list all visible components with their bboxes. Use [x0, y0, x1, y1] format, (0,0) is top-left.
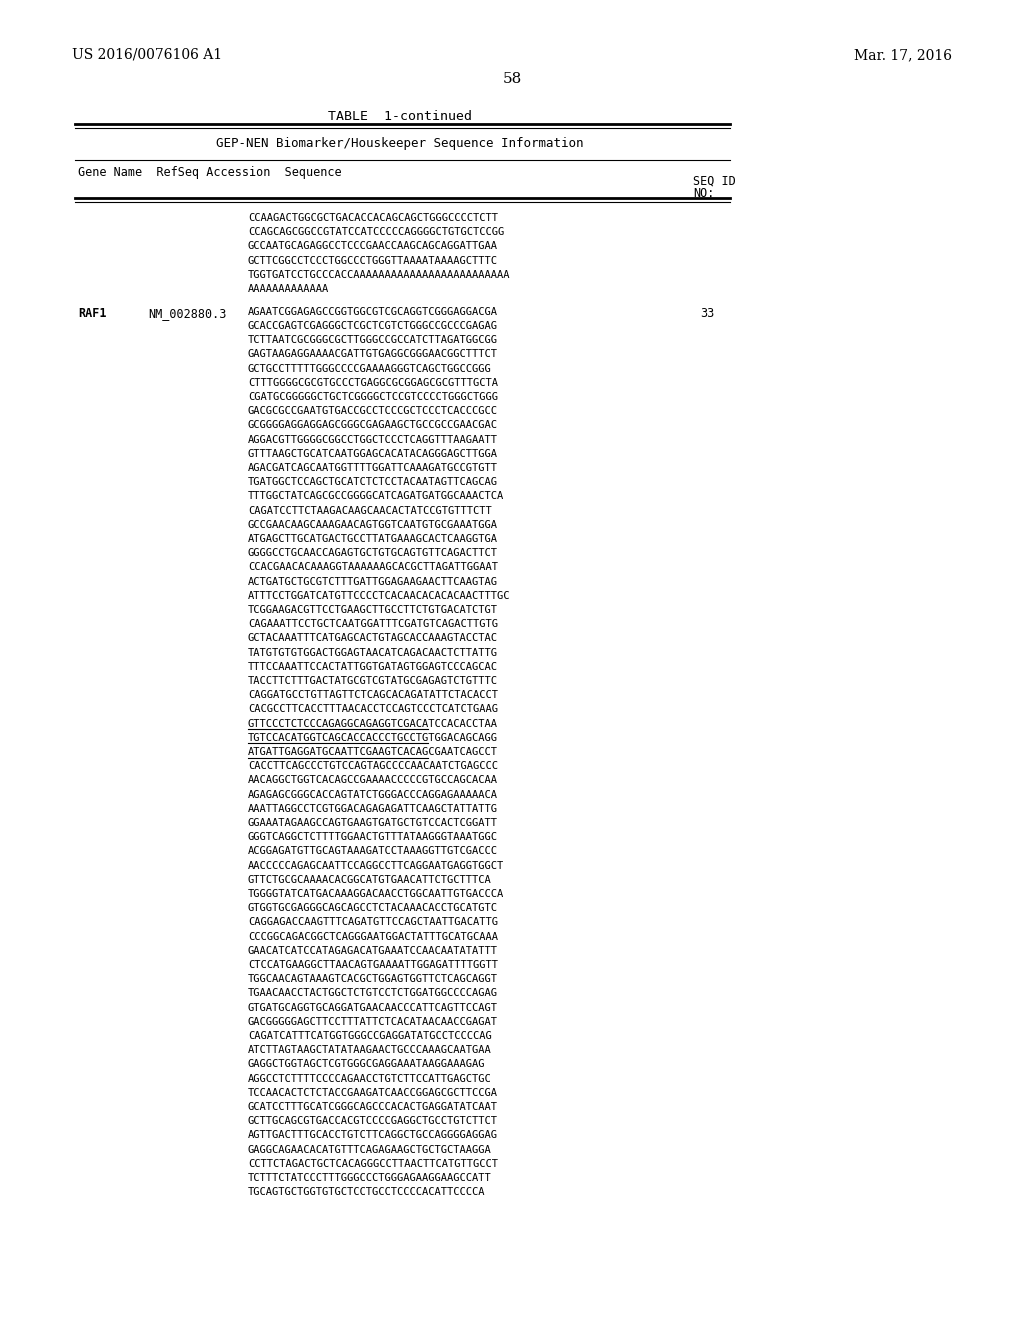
- Text: AGGCCTCTTTTCCCCAGAACCTGTCTTCCATTGAGCTGC: AGGCCTCTTTTCCCCAGAACCTGTCTTCCATTGAGCTGC: [248, 1073, 492, 1084]
- Text: Gene Name  RefSeq Accession  Sequence: Gene Name RefSeq Accession Sequence: [78, 166, 342, 180]
- Text: TCGGAAGACGTTCCTGAAGCTTGCCTTCTGTGACATCTGT: TCGGAAGACGTTCCTGAAGCTTGCCTTCTGTGACATCTGT: [248, 605, 498, 615]
- Text: TGCAGTGCTGGTGTGCTCCTGCCTCCCCACATTCCCCA: TGCAGTGCTGGTGTGCTCCTGCCTCCCCACATTCCCCA: [248, 1187, 485, 1197]
- Text: CACCTTCAGCCCTGTCCAGTAGCCCCAACAATCTGAGCCC: CACCTTCAGCCCTGTCCAGTAGCCCCAACAATCTGAGCCC: [248, 762, 498, 771]
- Text: GGAAATAGAAGCCAGTGAAGTGATGCTGTCCACTCGGATT: GGAAATAGAAGCCAGTGAAGTGATGCTGTCCACTCGGATT: [248, 818, 498, 828]
- Text: SEQ ID: SEQ ID: [693, 176, 736, 187]
- Text: GAACATCATCCATAGAGACATGAAATCCAACAATATATTT: GAACATCATCCATAGAGACATGAAATCCAACAATATATTT: [248, 945, 498, 956]
- Text: TACCTTCTTTGACTATGCGTCGTATGCGAGAGTCTGTTTC: TACCTTCTTTGACTATGCGTCGTATGCGAGAGTCTGTTTC: [248, 676, 498, 686]
- Text: ACGGAGATGTTGCAGTAAAGATCCTAAAGGTTGTCGACCC: ACGGAGATGTTGCAGTAAAGATCCTAAAGGTTGTCGACCC: [248, 846, 498, 857]
- Text: TGAACAACCTACTGGCTCTGTCCTCTGGATGGCCCCAGAG: TGAACAACCTACTGGCTCTGTCCTCTGGATGGCCCCAGAG: [248, 989, 498, 998]
- Text: GCCGAACAAGCAAAGAACAGTGGTCAATGTGCGAAATGGA: GCCGAACAAGCAAAGAACAGTGGTCAATGTGCGAAATGGA: [248, 520, 498, 529]
- Text: CAGGAGACCAAGTTTCAGATGTTCCAGCTAATTGACATTG: CAGGAGACCAAGTTTCAGATGTTCCAGCTAATTGACATTG: [248, 917, 498, 928]
- Text: AACAGGCTGGTCACAGCCGAAAACCCCCGTGCCAGCACAA: AACAGGCTGGTCACAGCCGAAAACCCCCGTGCCAGCACAA: [248, 775, 498, 785]
- Text: TGGTGATCCTGCCCACCAAAAAAAAAAAAAAAAAAAAAAAAA: TGGTGATCCTGCCCACCAAAAAAAAAAAAAAAAAAAAAAA…: [248, 269, 511, 280]
- Text: NM_002880.3: NM_002880.3: [148, 306, 226, 319]
- Text: TCTTAATCGCGGGCGCTTGGGCCGCCATCTTAGATGGCGG: TCTTAATCGCGGGCGCTTGGGCCGCCATCTTAGATGGCGG: [248, 335, 498, 345]
- Text: Mar. 17, 2016: Mar. 17, 2016: [854, 48, 952, 62]
- Text: AGACGATCAGCAATGGTTTTGGATTCAAAGATGCCGTGTT: AGACGATCAGCAATGGTTTTGGATTCAAAGATGCCGTGTT: [248, 463, 498, 473]
- Text: TGATGGCTCCAGCTGCATCTCTCCTACAATAGTTCAGCAG: TGATGGCTCCAGCTGCATCTCTCCTACAATAGTTCAGCAG: [248, 477, 498, 487]
- Text: CAGAAATTCCTGCTCAATGGATTTCGATGTCAGACTTGTG: CAGAAATTCCTGCTCAATGGATTTCGATGTCAGACTTGTG: [248, 619, 498, 630]
- Text: CCAAGACTGGCGCTGACACCACAGCAGCTGGGCCCCTCTT: CCAAGACTGGCGCTGACACCACAGCAGCTGGGCCCCTCTT: [248, 213, 498, 223]
- Text: CAGATCATTTCATGGTGGGCCGAGGATATGCCTCCCCAG: CAGATCATTTCATGGTGGGCCGAGGATATGCCTCCCCAG: [248, 1031, 492, 1041]
- Text: GCACCGAGTCGAGGGCTCGCTCGTCTGGGCCGCCCGAGAG: GCACCGAGTCGAGGGCTCGCTCGTCTGGGCCGCCCGAGAG: [248, 321, 498, 331]
- Text: GTTCTGCGCAAAACACGGCATGTGAACATTCTGCTTTCA: GTTCTGCGCAAAACACGGCATGTGAACATTCTGCTTTCA: [248, 875, 492, 884]
- Text: GCTGCCTTTTTGGGCCCCGAAAAGGGTCAGCTGGCCGGG: GCTGCCTTTTTGGGCCCCGAAAAGGGTCAGCTGGCCGGG: [248, 363, 492, 374]
- Text: US 2016/0076106 A1: US 2016/0076106 A1: [72, 48, 222, 62]
- Text: 33: 33: [700, 306, 715, 319]
- Text: GEP-NEN Biomarker/Houskeeper Sequence Information: GEP-NEN Biomarker/Houskeeper Sequence In…: [216, 137, 584, 150]
- Text: GCCAATGCAGAGGCCTCCCGAACCAAGCAGCAGGATTGAA: GCCAATGCAGAGGCCTCCCGAACCAAGCAGCAGGATTGAA: [248, 242, 498, 251]
- Text: AGGACGTTGGGGCGGCCTGGCTCCCTCAGGTTTAAGAATT: AGGACGTTGGGGCGGCCTGGCTCCCTCAGGTTTAAGAATT: [248, 434, 498, 445]
- Text: CTCCATGAAGGCTTAACAGTGAAAATTGGAGATTTTGGTT: CTCCATGAAGGCTTAACAGTGAAAATTGGAGATTTTGGTT: [248, 960, 498, 970]
- Text: TGGCAACAGTAAAGTCACGCTGGAGTGGTTCTCAGCAGGT: TGGCAACAGTAAAGTCACGCTGGAGTGGTTCTCAGCAGGT: [248, 974, 498, 985]
- Text: GGGGCCTGCAACCAGAGTGCTGTGCAGTGTTCAGACTTCT: GGGGCCTGCAACCAGAGTGCTGTGCAGTGTTCAGACTTCT: [248, 548, 498, 558]
- Text: TATGTGTGTGGACTGGAGTAACATCAGACAACTCTTATTG: TATGTGTGTGGACTGGAGTAACATCAGACAACTCTTATTG: [248, 648, 498, 657]
- Text: GGGTCAGGCTCTTTTGGAACTGTTTATAAGGGTAAATGGC: GGGTCAGGCTCTTTTGGAACTGTTTATAAGGGTAAATGGC: [248, 832, 498, 842]
- Text: CACGCCTTCACCTTTAACACCTCCAGTCCCTCATCTGAAG: CACGCCTTCACCTTTAACACCTCCAGTCCCTCATCTGAAG: [248, 705, 498, 714]
- Text: ATGAGCTTGCATGACTGCCTTATGAAAGCACTCAAGGTGA: ATGAGCTTGCATGACTGCCTTATGAAAGCACTCAAGGTGA: [248, 533, 498, 544]
- Text: GCTTGCAGCGTGACCACGTCCCCGAGGCTGCCTGTCTTCT: GCTTGCAGCGTGACCACGTCCCCGAGGCTGCCTGTCTTCT: [248, 1117, 498, 1126]
- Text: CGATGCGGGGGCTGCTCGGGGCTCCGTCCCCTGGGCTGGG: CGATGCGGGGGCTGCTCGGGGCTCCGTCCCCTGGGCTGGG: [248, 392, 498, 401]
- Text: AACCCCCAGAGCAATTCCAGGCCTTCAGGAATGAGGTGGCT: AACCCCCAGAGCAATTCCAGGCCTTCAGGAATGAGGTGGC…: [248, 861, 504, 870]
- Text: AGTTGACTTTGCACCTGTCTTCAGGCTGCCAGGGGAGGAG: AGTTGACTTTGCACCTGTCTTCAGGCTGCCAGGGGAGGAG: [248, 1130, 498, 1140]
- Text: TGGGGTATCATGACAAAGGACAACCTGGCAATTGTGACCCA: TGGGGTATCATGACAAAGGACAACCTGGCAATTGTGACCC…: [248, 888, 504, 899]
- Text: GAGGCAGAACACATGTTTCAGAGAAGCTGCTGCTAAGGA: GAGGCAGAACACATGTTTCAGAGAAGCTGCTGCTAAGGA: [248, 1144, 492, 1155]
- Text: CTTTGGGGCGCGTGCCCTGAGGCGCGGAGCGCGTTTGCTA: CTTTGGGGCGCGTGCCCTGAGGCGCGGAGCGCGTTTGCTA: [248, 378, 498, 388]
- Text: CCAGCAGCGGCCGTATCCATCCCCCAGGGGCTGTGCTCCGG: CCAGCAGCGGCCGTATCCATCCCCCAGGGGCTGTGCTCCG…: [248, 227, 504, 238]
- Text: CAGATCCTTCTAAGACAAGCAACACTATCCGTGTTTCTT: CAGATCCTTCTAAGACAAGCAACACTATCCGTGTTTCTT: [248, 506, 492, 516]
- Text: ATGATTGAGGATGCAATTCGAAGTCACAGCGAATCAGCCT: ATGATTGAGGATGCAATTCGAAGTCACAGCGAATCAGCCT: [248, 747, 498, 756]
- Text: TGTCCACATGGTCAGCACCACCCTGCCTGTGGACAGCAGG: TGTCCACATGGTCAGCACCACCCTGCCTGTGGACAGCAGG: [248, 733, 498, 743]
- Text: AGAATCGGAGAGCCGGTGGCGTCGCAGGTCGGGAGGACGA: AGAATCGGAGAGCCGGTGGCGTCGCAGGTCGGGAGGACGA: [248, 306, 498, 317]
- Text: CAGGATGCCTGTTAGTTCTCAGCACAGATATTCTACACCT: CAGGATGCCTGTTAGTTCTCAGCACAGATATTCTACACCT: [248, 690, 498, 700]
- Text: CCCGGCAGACGGCTCAGGGAATGGACTATTTGCATGCAAA: CCCGGCAGACGGCTCAGGGAATGGACTATTTGCATGCAAA: [248, 932, 498, 941]
- Text: RAF1: RAF1: [78, 306, 106, 319]
- Text: ATCTTAGTAAGCTATATAAGAACTGCCCAAAGCAATGAA: ATCTTAGTAAGCTATATAAGAACTGCCCAAAGCAATGAA: [248, 1045, 492, 1055]
- Text: GAGTAAGAGGAAAACGATTGTGAGGCGGGAACGGCTTTCT: GAGTAAGAGGAAAACGATTGTGAGGCGGGAACGGCTTTCT: [248, 350, 498, 359]
- Text: TCTTTCTATCCCTTTGGGCCCTGGGAGAAGGAAGCCATT: TCTTTCTATCCCTTTGGGCCCTGGGAGAAGGAAGCCATT: [248, 1173, 492, 1183]
- Text: CCTTCTAGACTGCTCACAGGGCCTTAACTTCATGTTGCCT: CCTTCTAGACTGCTCACAGGGCCTTAACTTCATGTTGCCT: [248, 1159, 498, 1168]
- Text: AAATTAGGCCTCGTGGACAGAGAGATTCAAGCTATTATTG: AAATTAGGCCTCGTGGACAGAGAGATTCAAGCTATTATTG: [248, 804, 498, 813]
- Text: NO:: NO:: [693, 187, 715, 201]
- Text: ACTGATGCTGCGTCTTTGATTGGAGAAGAACTTCAAGTAG: ACTGATGCTGCGTCTTTGATTGGAGAAGAACTTCAAGTAG: [248, 577, 498, 586]
- Text: GACGCGCCGAATGTGACCGCCTCCCGCTCCCTCACCCGCC: GACGCGCCGAATGTGACCGCCTCCCGCTCCCTCACCCGCC: [248, 407, 498, 416]
- Text: GAGGCTGGTAGCTCGTGGGCGAGGAAATAAGGAAAGAG: GAGGCTGGTAGCTCGTGGGCGAGGAAATAAGGAAAGAG: [248, 1060, 485, 1069]
- Text: GCTTCGGCCTCCCTGGCCCTGGGTTAAAATAAAAGCTTTC: GCTTCGGCCTCCCTGGCCCTGGGTTAAAATAAAAGCTTTC: [248, 256, 498, 265]
- Text: GTGGTGCGAGGGCAGCAGCCTCTACAAACACCTGCATGTC: GTGGTGCGAGGGCAGCAGCCTCTACAAACACCTGCATGTC: [248, 903, 498, 913]
- Text: AAAAAAAAAAAAA: AAAAAAAAAAAAA: [248, 284, 330, 294]
- Text: GACGGGGGAGCTTCCTTTATTCTCACATAACAACCGAGAT: GACGGGGGAGCTTCCTTTATTCTCACATAACAACCGAGAT: [248, 1016, 498, 1027]
- Text: TTTCCAAATTCCACTATTGGTGATAGTGGAGTCCCAGCAC: TTTCCAAATTCCACTATTGGTGATAGTGGAGTCCCAGCAC: [248, 661, 498, 672]
- Text: 58: 58: [503, 73, 521, 86]
- Text: AGAGAGCGGGCACCAGTATCTGGGACCCAGGAGAAAAACA: AGAGAGCGGGCACCAGTATCTGGGACCCAGGAGAAAAACA: [248, 789, 498, 800]
- Text: GCGGGGAGGAGGAGCGGGCGAGAAGCTGCCGCCGAACGAC: GCGGGGAGGAGGAGCGGGCGAGAAGCTGCCGCCGAACGAC: [248, 420, 498, 430]
- Text: CCACGAACACAAAGGTAAAAAAGCACGCTTAGATTGGAAT: CCACGAACACAAAGGTAAAAAAGCACGCTTAGATTGGAAT: [248, 562, 498, 573]
- Text: ATTTCCTGGATCATGTTCCCCTCACAACACACACAACTTTGC: ATTTCCTGGATCATGTTCCCCTCACAACACACACAACTTT…: [248, 591, 511, 601]
- Text: GCATCCTTTGCATCGGGCAGCCCACACTGAGGATATCAAT: GCATCCTTTGCATCGGGCAGCCCACACTGAGGATATCAAT: [248, 1102, 498, 1111]
- Text: TABLE  1-continued: TABLE 1-continued: [328, 110, 472, 123]
- Text: GTGATGCAGGTGCAGGATGAACAACCCATTCAGTTCCAGT: GTGATGCAGGTGCAGGATGAACAACCCATTCAGTTCCAGT: [248, 1002, 498, 1012]
- Text: TCCAACACTCTCTACCGAAGATCAACCGGAGCGCTTCCGA: TCCAACACTCTCTACCGAAGATCAACCGGAGCGCTTCCGA: [248, 1088, 498, 1098]
- Text: GCTACAAATTTCATGAGCACTGTAGCACCAAAGTACCTAC: GCTACAAATTTCATGAGCACTGTAGCACCAAAGTACCTAC: [248, 634, 498, 643]
- Text: TTTGGCTATCAGCGCCGGGGCATCAGATGATGGCAAACTCA: TTTGGCTATCAGCGCCGGGGCATCAGATGATGGCAAACTC…: [248, 491, 504, 502]
- Text: GTTTAAGCTGCATCAATGGAGCACATACAGGGAGCTTGGA: GTTTAAGCTGCATCAATGGAGCACATACAGGGAGCTTGGA: [248, 449, 498, 459]
- Text: GTTCCCTCTCCCAGAGGCAGAGGTCGACATCCACACCTAA: GTTCCCTCTCCCAGAGGCAGAGGTCGACATCCACACCTAA: [248, 718, 498, 729]
